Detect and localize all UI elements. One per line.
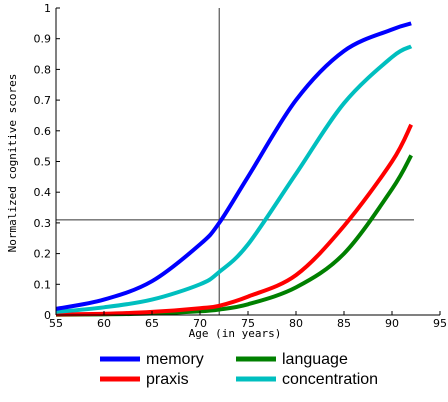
x-tick-label: 60 <box>97 317 111 330</box>
series-line-praxis <box>55 123 413 317</box>
series-line-concentration <box>55 44 413 314</box>
series-line-language <box>55 154 413 317</box>
y-tick-label: 0 <box>44 309 51 322</box>
y-tick-label: 0.5 <box>34 156 52 169</box>
y-axis-ticks: 0 0.1 0.2 0.3 0.4 0.5 0.6 0.7 0.8 0.9 1 <box>34 2 60 322</box>
x-tick-label: 90 <box>385 317 399 330</box>
y-axis-title: Normalized cognitive scores <box>6 74 19 253</box>
x-tick-label: 65 <box>145 317 159 330</box>
legend: memory language praxis concentration <box>100 351 378 388</box>
x-tick-label: 70 <box>193 317 207 330</box>
x-axis-ticks: 55 60 65 70 75 80 85 90 95 <box>49 311 447 330</box>
x-tick-label: 75 <box>241 317 255 330</box>
y-tick-label: 0.8 <box>34 63 52 76</box>
x-tick-label: 95 <box>433 317 447 330</box>
y-tick-label: 0.3 <box>34 217 52 230</box>
y-tick-label: 0.2 <box>34 248 52 261</box>
legend-item-language: language <box>236 351 348 368</box>
axes <box>55 8 440 316</box>
x-axis-title: Age (in years) <box>189 327 282 340</box>
reference-lines <box>56 8 414 315</box>
legend-label-language: language <box>282 351 348 368</box>
series-lines <box>55 21 413 317</box>
legend-item-memory: memory <box>100 351 204 368</box>
y-tick-label: 1 <box>44 2 51 15</box>
y-tick-label: 0.7 <box>34 94 52 107</box>
y-tick-label: 0.4 <box>34 186 52 199</box>
legend-item-concentration: concentration <box>236 371 378 388</box>
legend-item-praxis: praxis <box>100 371 189 388</box>
y-tick-label: 0.9 <box>34 33 52 46</box>
y-tick-label: 0.1 <box>34 278 52 291</box>
legend-label-memory: memory <box>146 351 204 368</box>
x-tick-label: 55 <box>49 317 63 330</box>
y-tick-label: 0.6 <box>34 125 52 138</box>
x-tick-label: 85 <box>337 317 351 330</box>
legend-label-praxis: praxis <box>146 371 189 388</box>
series-line-memory <box>55 21 412 311</box>
legend-label-concentration: concentration <box>282 371 378 388</box>
x-tick-label: 80 <box>289 317 303 330</box>
